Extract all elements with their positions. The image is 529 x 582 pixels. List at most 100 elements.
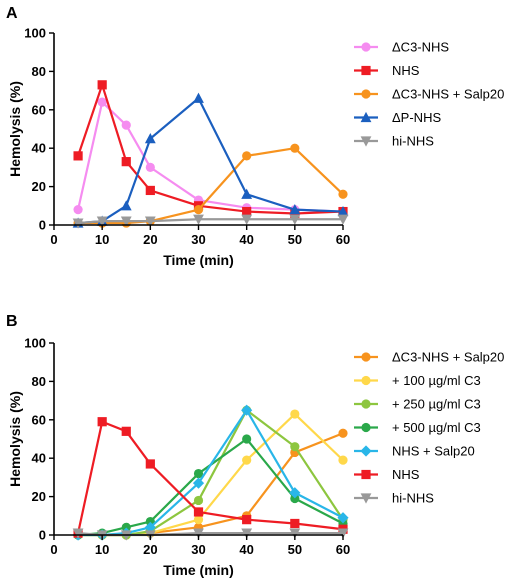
legend-marker-4 [360, 445, 372, 457]
y-axis-title: Hemolysis (%) [7, 391, 23, 487]
legend-label-6: hi-NHS [392, 491, 434, 506]
legend-label-5: NHS [392, 467, 420, 482]
data-point-6-0 [72, 528, 84, 539]
y-tick-label: 60 [32, 102, 46, 117]
data-point-4-5 [241, 214, 253, 225]
data-point-5-5 [242, 515, 252, 525]
x-axis-title: Time (min) [163, 562, 234, 578]
data-point-3-2 [120, 200, 132, 211]
series-line-3 [77, 437, 344, 537]
legend-label-1: + 100 µg/ml C3 [392, 373, 481, 388]
x-tick-label: 10 [95, 232, 109, 247]
data-point-3-6 [289, 204, 301, 215]
data-point-1-7 [338, 455, 348, 465]
data-point-4-6 [289, 214, 301, 225]
x-tick-label: 30 [191, 542, 205, 557]
x-tick-label: 10 [95, 542, 109, 557]
data-point-1-2 [121, 157, 131, 167]
data-point-4-2 [120, 216, 132, 227]
x-tick-label: 50 [288, 542, 302, 557]
x-tick-label: 20 [143, 542, 157, 557]
data-point-6-4 [193, 528, 204, 539]
data-point-6-7 [337, 528, 349, 539]
panel-letter: B [6, 313, 18, 330]
data-point-4-3 [144, 216, 156, 227]
legend-marker-2 [361, 89, 371, 99]
data-point-3-6 [290, 493, 300, 504]
y-tick-label: 60 [32, 412, 46, 427]
data-point-1-4 [193, 515, 204, 525]
legend-marker-5 [361, 469, 371, 480]
data-point-0-1 [97, 97, 107, 107]
data-point-2-6 [290, 442, 300, 452]
legend-marker-1 [361, 375, 371, 386]
data-point-6-5 [241, 528, 253, 539]
data-point-2-5 [242, 151, 252, 161]
legend-marker-1 [361, 65, 371, 76]
data-point-4-7 [337, 512, 349, 524]
x-tick-label: 0 [50, 232, 57, 247]
y-tick-label: 80 [32, 64, 46, 79]
y-tick-label: 100 [24, 336, 46, 351]
legend: ΔC3-NHS NHS ΔC3-NHS + Salp20 ΔP-NHS hi-NHS [354, 40, 504, 149]
legend-label-1: NHS [392, 63, 420, 78]
data-point-0-7 [338, 428, 348, 438]
x-tick-label: 0 [50, 542, 57, 557]
data-point-2-4 [193, 205, 204, 215]
legend-label-2: ΔC3-NHS + Salp20 [392, 87, 504, 102]
data-point-1-5 [242, 206, 252, 217]
data-point-2-6 [290, 143, 300, 153]
legend-label-0: ΔC3-NHS + Salp20 [392, 350, 504, 365]
y-tick-label: 20 [32, 489, 46, 504]
legend-marker-2 [361, 399, 371, 409]
data-point-3-3 [144, 133, 156, 144]
data-point-3-2 [121, 522, 131, 532]
data-point-4-3 [144, 521, 156, 533]
x-tick-label: 30 [191, 232, 205, 247]
series-line-1 [77, 83, 344, 215]
data-point-1-3 [145, 185, 155, 196]
data-point-1-0 [73, 151, 83, 161]
x-tick-label: 20 [143, 232, 157, 247]
y-tick-label: 100 [24, 26, 46, 41]
legend-marker-0 [361, 352, 371, 362]
data-point-3-4 [193, 468, 204, 479]
series-line-0 [78, 432, 344, 537]
legend-marker-0 [361, 42, 371, 52]
y-tick-label: 0 [39, 218, 46, 233]
series-line-4 [77, 218, 343, 225]
x-tick-label: 40 [239, 542, 253, 557]
data-point-5-2 [121, 426, 131, 436]
x-tick-label: 50 [288, 232, 302, 247]
data-point-5-1 [97, 417, 107, 427]
data-point-3-7 [337, 205, 349, 217]
x-tick-label: 60 [336, 232, 350, 247]
legend-label-4: NHS + Salp20 [392, 444, 475, 459]
data-point-2-7 [338, 189, 348, 199]
legend-marker-3 [361, 422, 371, 433]
data-point-2-4 [193, 495, 204, 506]
data-point-4-6 [289, 487, 301, 499]
legend-marker-3 [360, 111, 372, 123]
x-axis-title: Time (min) [163, 252, 234, 268]
series-line-0 [77, 101, 344, 213]
data-point-1-6 [290, 409, 300, 419]
series-line-1 [78, 412, 344, 537]
data-point-4-1 [96, 216, 108, 227]
data-point-0-0 [73, 205, 83, 215]
data-point-1-1 [97, 80, 107, 90]
y-tick-label: 40 [32, 141, 46, 156]
panel-a: A 0 20 40 60 80 100 0 10 20 30 40 50 60 Time (min) Hemo… [6, 5, 504, 268]
y-axis-title: Hemolysis (%) [7, 81, 23, 177]
data-point-5-3 [145, 459, 155, 469]
data-point-5-6 [290, 518, 300, 529]
legend-label-2: + 250 µg/ml C3 [392, 397, 481, 412]
legend-marker-4 [360, 136, 372, 147]
data-point-0-2 [121, 120, 131, 130]
x-tick-label: 40 [239, 232, 253, 247]
data-point-1-5 [242, 455, 252, 465]
data-point-3-4 [193, 92, 204, 103]
y-tick-label: 80 [32, 374, 46, 389]
x-tick-label: 60 [336, 542, 350, 557]
